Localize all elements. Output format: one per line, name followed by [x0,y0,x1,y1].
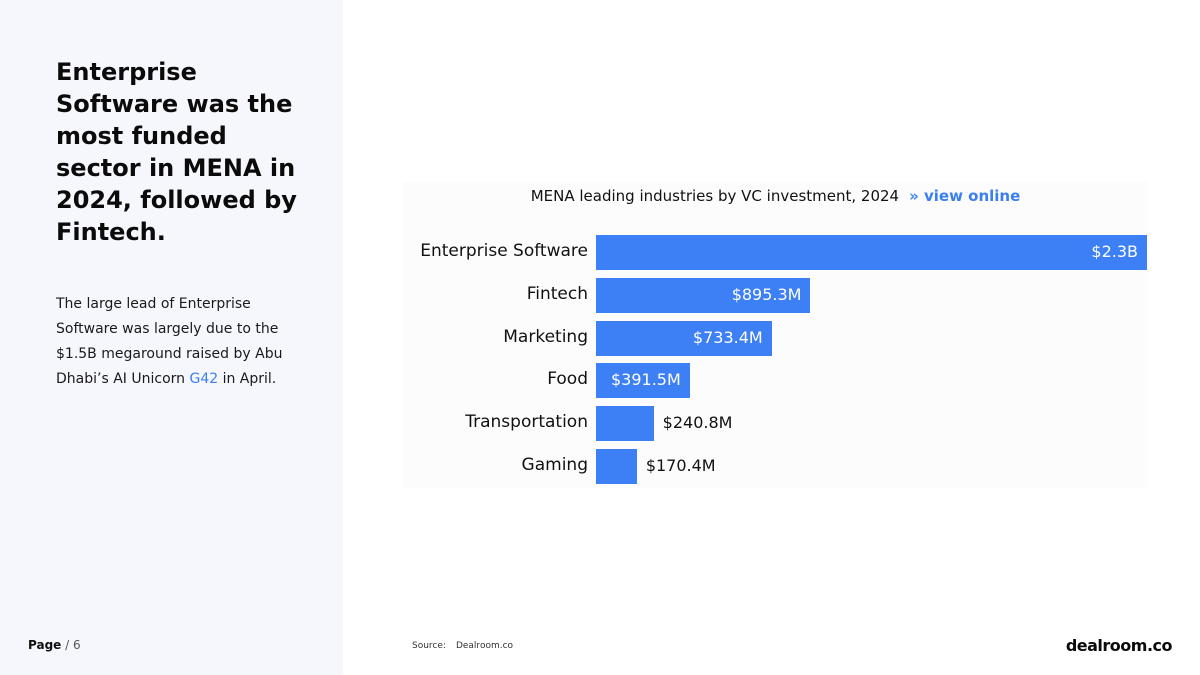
left-panel: Enterprise Software was the most funded … [0,0,343,675]
value-label-gaming: $170.4M [645,456,716,475]
bar-marketing[interactable] [596,320,772,356]
chart-title: MENA leading industries by VC investment… [530,187,900,205]
page-word: Page [28,638,62,652]
category-label-gaming: Gaming [521,455,588,475]
category-label-fintech: Fintech [526,283,588,304]
value-label-enterprise-software: $2.3B [1091,242,1138,261]
body-text-after: in April. [218,371,277,387]
value-label-transportation: $240.8M [662,413,733,433]
view-online-link[interactable]: » view online [909,187,1021,205]
category-label-enterprise-software: Enterprise Software [420,241,588,261]
bar-food[interactable] [596,363,690,399]
source-label: Source: [412,641,446,651]
dealroom-logo: dealroom.co [1065,636,1173,655]
bar-fintech[interactable] [596,277,811,313]
bar-transportation[interactable] [596,406,654,442]
bar-chart: MENA leading industries by VC investment… [403,182,1148,488]
bar-gaming[interactable] [596,449,637,484]
value-label-food: $391.5M [611,370,681,390]
category-label-food: Food [547,369,588,390]
value-label-marketing: $733.4M [692,327,763,347]
category-label-transportation: Transportation [465,412,588,433]
headline: Enterprise Software was the most funded … [56,58,297,246]
body-text-before: The large lead of Enterprise Software wa… [56,296,283,387]
page-indicator: Page / 6 [28,638,81,652]
chart-title-row: MENA leading industries by VC investment… [403,182,1148,210]
category-label-marketing: Marketing [503,326,588,347]
g42-link[interactable]: G42 [189,371,219,387]
source-note: Source: Dealroom.co [412,641,513,651]
bar-enterprise-software[interactable] [596,235,1147,270]
page-number: / 6 [61,638,81,652]
value-label-fintech: $895.3M [731,284,802,304]
source-name: Dealroom.co [455,641,514,651]
body-text: The large lead of Enterprise Software wa… [56,292,301,392]
